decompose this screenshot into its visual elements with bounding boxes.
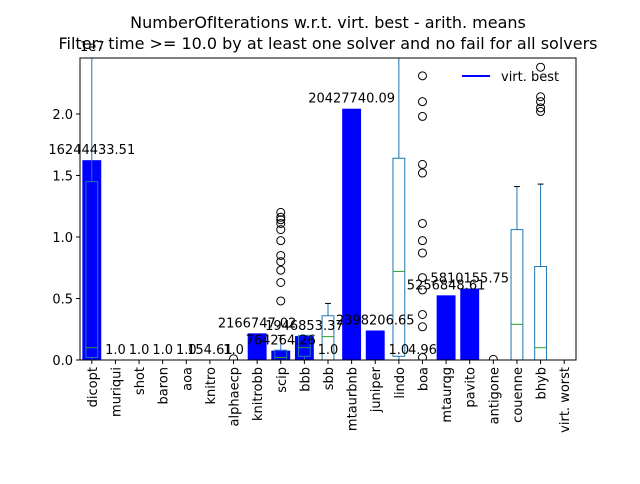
value-label: 16244433.51 xyxy=(48,143,135,158)
bar xyxy=(82,160,101,360)
value-label: 2398206.65 xyxy=(336,313,415,328)
value-label: 1.0 xyxy=(105,343,126,358)
x-tick-label: pavito xyxy=(464,367,479,408)
bar xyxy=(460,289,479,360)
bar xyxy=(366,330,385,360)
legend-label: virt. best xyxy=(501,70,559,85)
value-label: 1.0 xyxy=(223,343,244,358)
chart-title: NumberOfIterations w.r.t. virt. best - a… xyxy=(130,13,526,32)
x-tick-label: muriqui xyxy=(109,367,124,417)
value-label: 20427740.09 xyxy=(308,92,395,107)
value-label: 764264.26 xyxy=(246,334,316,349)
x-tick-label: scip xyxy=(275,367,290,393)
x-tick-label: alphaecp xyxy=(228,367,243,426)
x-tick-label: juniper xyxy=(369,366,384,413)
value-label: 1.0 xyxy=(318,343,339,358)
y-offset-label: 1e7 xyxy=(80,40,105,55)
x-tick-label: couenne xyxy=(511,367,526,423)
x-tick-label: knitro xyxy=(204,367,219,405)
bar xyxy=(437,295,456,360)
x-tick-label: antigone xyxy=(487,367,502,424)
x-tick-label: sbb xyxy=(322,367,337,390)
y-tick-label: 1.0 xyxy=(52,231,73,246)
x-tick-label: boa xyxy=(416,367,431,391)
x-tick-label: bhyb xyxy=(535,367,550,399)
x-tick-label: aoa xyxy=(180,367,195,391)
value-label: 1946853.37 xyxy=(265,319,344,334)
value-label: 1.0 xyxy=(152,343,173,358)
x-tick-label: knitrobb xyxy=(251,367,266,421)
value-label: 1.0 xyxy=(129,343,150,358)
x-tick-label: mtaurbnb xyxy=(346,367,361,431)
y-tick-label: 1.5 xyxy=(52,169,73,184)
value-label: 1.0 xyxy=(389,343,410,358)
x-tick-label: baron xyxy=(157,367,172,404)
y-tick-label: 0.5 xyxy=(52,292,73,307)
x-tick-label: bbb xyxy=(298,367,313,392)
value-label: 4.96 xyxy=(408,343,437,358)
value-label: 5810155.75 xyxy=(430,272,509,287)
x-tick-label: dicopt xyxy=(86,367,101,407)
chart-subtitle: Filter: time >= 10.0 by at least one sol… xyxy=(58,34,597,53)
x-tick-label: lindo xyxy=(393,367,408,399)
x-tick-label: mtaurqg xyxy=(440,367,455,423)
bar xyxy=(271,351,290,360)
x-tick-label: shot xyxy=(133,367,148,395)
y-tick-label: 0.0 xyxy=(52,354,73,369)
y-tick-label: 2.0 xyxy=(52,108,73,123)
x-tick-label: virt. worst xyxy=(558,367,573,433)
